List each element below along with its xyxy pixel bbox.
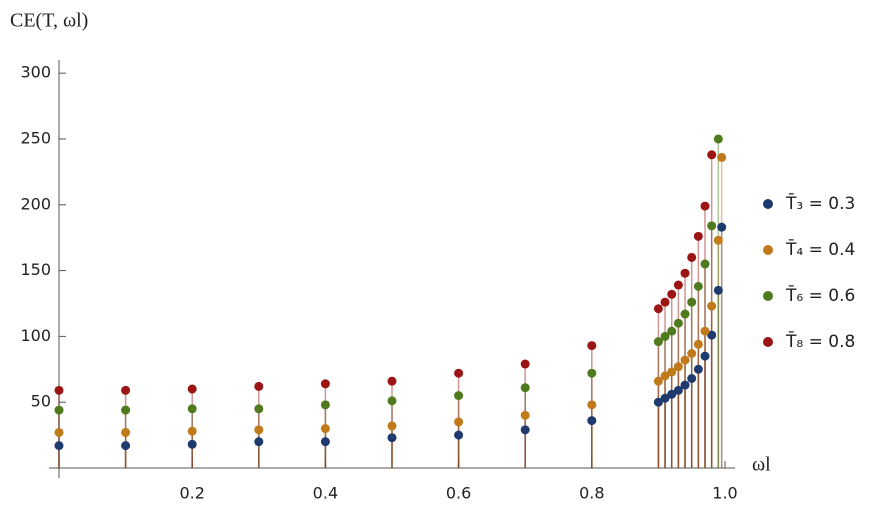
point xyxy=(673,318,683,328)
legend-label: T̄₄ = 0.4 xyxy=(785,238,855,260)
point xyxy=(653,397,663,407)
point xyxy=(254,381,264,391)
y-tick-label: 150 xyxy=(20,260,51,279)
point xyxy=(121,441,131,451)
point xyxy=(454,368,464,378)
point xyxy=(680,309,690,319)
point xyxy=(660,371,670,381)
point xyxy=(454,391,464,401)
point xyxy=(387,421,397,431)
point xyxy=(54,405,64,415)
point xyxy=(700,351,710,361)
point xyxy=(187,426,197,436)
point xyxy=(680,268,690,278)
x-tick-label: 0.6 xyxy=(446,484,471,503)
point xyxy=(660,297,670,307)
point xyxy=(687,348,697,358)
point xyxy=(121,427,131,437)
legend-marker xyxy=(763,199,773,209)
point xyxy=(707,301,717,311)
point xyxy=(707,330,717,340)
point xyxy=(454,430,464,440)
point xyxy=(187,384,197,394)
y-tick-label: 250 xyxy=(20,128,51,147)
point xyxy=(520,359,530,369)
point xyxy=(687,252,697,262)
point xyxy=(713,134,723,144)
x-axis-label: ωl xyxy=(752,454,771,476)
point xyxy=(187,404,197,414)
point xyxy=(713,285,723,295)
point xyxy=(121,385,131,395)
point xyxy=(387,396,397,406)
point xyxy=(587,416,597,426)
point xyxy=(520,410,530,420)
point xyxy=(693,364,703,374)
point xyxy=(587,368,597,378)
point xyxy=(254,437,264,447)
point xyxy=(667,289,677,299)
legend-label: T̄₃ = 0.3 xyxy=(785,192,855,214)
point xyxy=(687,374,697,384)
point xyxy=(660,393,670,403)
point xyxy=(693,231,703,241)
x-tick-label: 0.2 xyxy=(179,484,204,503)
point xyxy=(320,424,330,434)
legend-marker xyxy=(763,337,773,347)
point xyxy=(700,201,710,211)
point xyxy=(520,425,530,435)
point xyxy=(667,389,677,399)
y-tick-label: 200 xyxy=(20,194,51,213)
y-axis-label: CE(T, ωl) xyxy=(10,10,88,32)
point xyxy=(587,400,597,410)
point xyxy=(693,339,703,349)
point xyxy=(707,150,717,160)
point xyxy=(587,341,597,351)
point xyxy=(254,404,264,414)
legend-label: T̄₆ = 0.6 xyxy=(785,284,855,306)
point xyxy=(673,280,683,290)
point xyxy=(520,383,530,393)
point xyxy=(320,400,330,410)
point xyxy=(700,326,710,336)
point xyxy=(54,441,64,451)
point xyxy=(653,337,663,347)
x-tick-label: 1.0 xyxy=(712,484,737,503)
point xyxy=(680,355,690,365)
legend-label: T̄₈ = 0.8 xyxy=(785,330,855,352)
point xyxy=(387,376,397,386)
point xyxy=(320,437,330,447)
point xyxy=(187,439,197,449)
x-tick-label: 0.8 xyxy=(579,484,604,503)
point xyxy=(54,385,64,395)
x-tick-label: 0.4 xyxy=(313,484,338,503)
point xyxy=(653,304,663,314)
point xyxy=(667,326,677,336)
point xyxy=(121,405,131,415)
legend-marker xyxy=(763,245,773,255)
point xyxy=(320,379,330,389)
point xyxy=(667,367,677,377)
point xyxy=(680,380,690,390)
point xyxy=(687,297,697,307)
point xyxy=(693,281,703,291)
point xyxy=(673,362,683,372)
y-tick-label: 100 xyxy=(20,326,51,345)
point xyxy=(713,235,723,245)
point xyxy=(660,331,670,341)
point xyxy=(707,221,717,231)
point xyxy=(673,385,683,395)
point xyxy=(454,417,464,427)
y-tick-label: 50 xyxy=(31,392,51,411)
point xyxy=(54,427,64,437)
point xyxy=(653,376,663,386)
legend-marker xyxy=(763,291,773,301)
point xyxy=(717,152,727,162)
point xyxy=(717,222,727,232)
point xyxy=(387,433,397,443)
y-tick-label: 300 xyxy=(20,63,51,82)
point xyxy=(254,425,264,435)
point xyxy=(700,259,710,269)
